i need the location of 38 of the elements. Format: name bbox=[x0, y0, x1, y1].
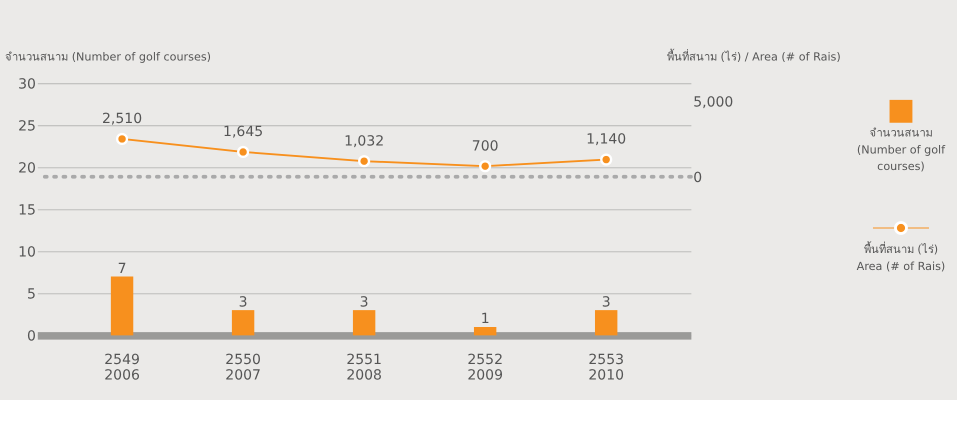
point bbox=[600, 153, 612, 166]
x-tick-label: 2552 2009 bbox=[467, 352, 503, 384]
x-tick-label: 2549 2006 bbox=[104, 352, 140, 384]
bar bbox=[474, 326, 496, 336]
point bbox=[358, 155, 370, 168]
data-label: 3 bbox=[238, 294, 248, 310]
bar bbox=[594, 310, 618, 336]
bar bbox=[232, 310, 254, 336]
data-label: 1,645 bbox=[223, 124, 264, 140]
y-tick-label: 25 bbox=[18, 118, 36, 134]
y-tick-label: 10 bbox=[18, 244, 36, 260]
bar bbox=[352, 310, 376, 336]
x-tick-label: 2553 2010 bbox=[588, 352, 624, 384]
data-label: 1,140 bbox=[586, 132, 626, 148]
data-label: 3 bbox=[602, 294, 611, 310]
x-tick-label: 2550 2007 bbox=[225, 352, 261, 384]
point bbox=[237, 146, 250, 158]
data-label: 1,032 bbox=[344, 133, 384, 150]
data-label: 1 bbox=[480, 311, 490, 328]
y-tick-label: 20 bbox=[18, 160, 36, 176]
y-tick-label: 5 bbox=[27, 286, 36, 302]
y2-tick-label: 5,000 bbox=[693, 94, 734, 111]
data-label: 700 bbox=[472, 138, 499, 154]
point bbox=[479, 160, 492, 172]
data-label: 2,510 bbox=[102, 111, 142, 128]
data-label: 3 bbox=[360, 294, 369, 310]
y-tick-label: 15 bbox=[18, 202, 36, 218]
bar bbox=[110, 276, 134, 336]
y-axis-title: จำนวนสนาม (Number of golf courses) bbox=[5, 50, 212, 64]
point bbox=[116, 132, 128, 145]
legend-label: พื้นที่สนาม (ไร่) Area (# of Rais) bbox=[856, 241, 946, 274]
x-tick-label: 2551 2008 bbox=[346, 352, 382, 384]
y-tick-label: 0 bbox=[27, 328, 36, 345]
y2-tick-label: 0 bbox=[693, 170, 702, 186]
y2-axis-title: พื้นที่สนาม (ไร่) / Area (# of Rais) bbox=[666, 48, 841, 64]
y-tick-label: 30 bbox=[18, 76, 36, 92]
data-label: 7 bbox=[118, 260, 127, 277]
legend-label: จำนวนสนาม (Number of golf courses) bbox=[856, 126, 946, 174]
